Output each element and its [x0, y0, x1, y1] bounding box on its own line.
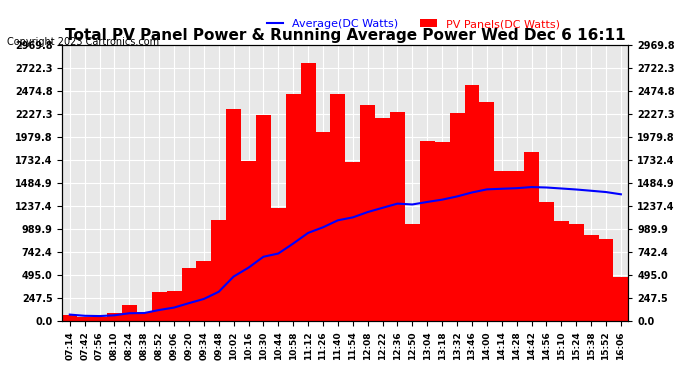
Bar [256, 115, 271, 321]
Legend: Average(DC Watts), PV Panels(DC Watts): Average(DC Watts), PV Panels(DC Watts) [262, 15, 564, 34]
Bar [405, 224, 420, 321]
Bar [92, 316, 107, 321]
Bar [152, 292, 166, 321]
Bar [346, 162, 360, 321]
Bar [450, 113, 464, 321]
Bar [107, 313, 122, 321]
Bar [435, 142, 450, 321]
Bar [331, 94, 346, 321]
Bar [286, 94, 301, 321]
Bar [480, 102, 494, 321]
Bar [613, 277, 629, 321]
Bar [181, 268, 197, 321]
Bar [509, 171, 524, 321]
Bar [137, 312, 152, 321]
Bar [539, 201, 554, 321]
Bar [226, 109, 241, 321]
Bar [360, 105, 375, 321]
Bar [420, 141, 435, 321]
Bar [390, 112, 405, 321]
Bar [569, 224, 584, 321]
Bar [375, 118, 390, 321]
Bar [524, 152, 539, 321]
Bar [315, 132, 331, 321]
Bar [554, 221, 569, 321]
Bar [464, 86, 480, 321]
Bar [122, 305, 137, 321]
Bar [62, 315, 77, 321]
Bar [197, 261, 211, 321]
Bar [271, 208, 286, 321]
Bar [598, 239, 613, 321]
Bar [241, 161, 256, 321]
Bar [494, 171, 509, 321]
Bar [211, 220, 226, 321]
Bar [166, 291, 181, 321]
Title: Total PV Panel Power & Running Average Power Wed Dec 6 16:11: Total PV Panel Power & Running Average P… [65, 28, 626, 43]
Bar [77, 317, 92, 321]
Bar [584, 235, 598, 321]
Bar [301, 63, 315, 321]
Text: Copyright 2023 Cartronics.com: Copyright 2023 Cartronics.com [7, 37, 159, 47]
